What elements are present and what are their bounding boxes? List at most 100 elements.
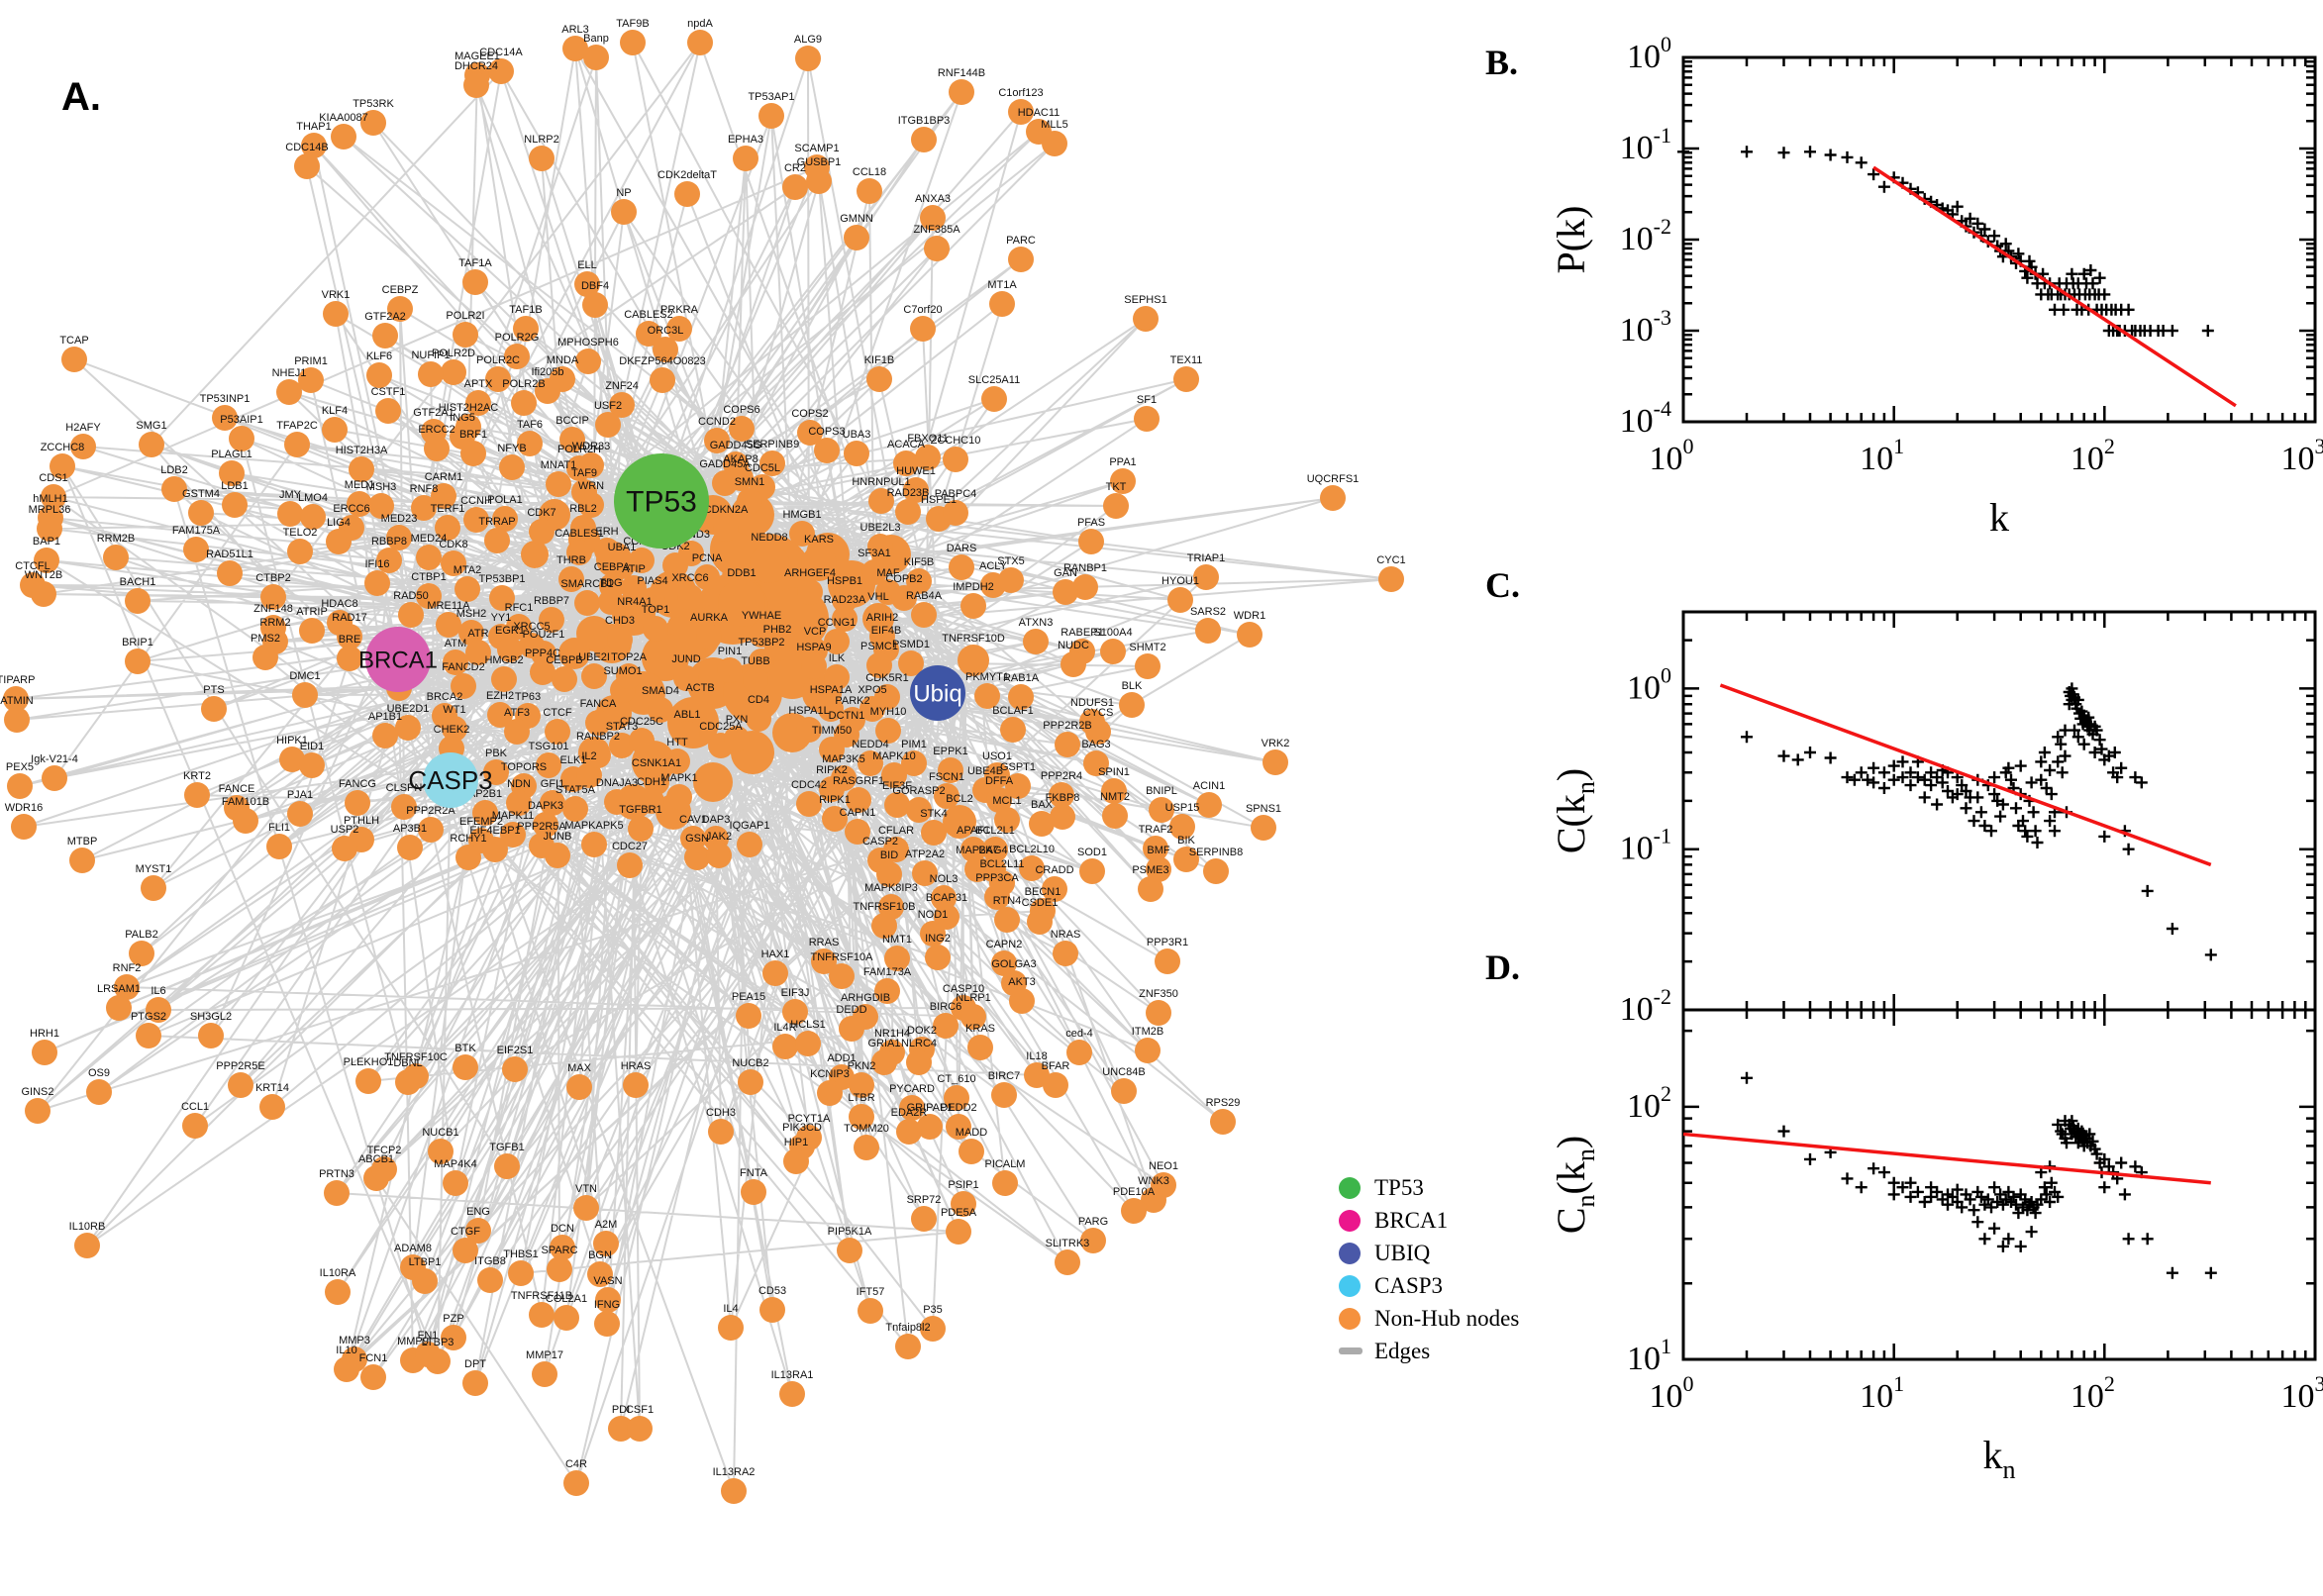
network-node (1027, 909, 1053, 935)
network-node (492, 506, 518, 532)
network-node (103, 545, 129, 570)
network-node-label: C7orf20 (903, 304, 942, 316)
network-node (617, 852, 643, 878)
y-tick-label: 10-2 (1620, 214, 1671, 257)
network-node-label: GOLGA3 (991, 958, 1036, 970)
network-node (487, 702, 513, 728)
network-node-label: UQCRFS1 (1307, 473, 1360, 485)
network-node-label: BAG4 (978, 845, 1007, 856)
network-node (201, 696, 227, 722)
network-node (391, 794, 417, 820)
network-node-label: PSMD1 (892, 639, 930, 650)
legend-node-swatch (1339, 1307, 1361, 1330)
network-node (571, 479, 597, 505)
network-node (998, 567, 1024, 593)
network-node (1008, 684, 1034, 710)
network-node-label: IL4 (723, 1303, 738, 1315)
network-node-label: PIP5K1A (828, 1226, 872, 1238)
network-node (866, 366, 892, 392)
network-node-label: PPP3R1 (1147, 937, 1188, 948)
network-node-label: TKT (1106, 481, 1127, 493)
network-node (386, 525, 412, 550)
network-node (462, 269, 488, 295)
network-node-label: DPT (464, 1358, 486, 1370)
network-node (488, 58, 514, 84)
network-node (513, 316, 539, 342)
network-node-label: TRRAP (478, 516, 515, 528)
network-node-label: BCL2L1 (975, 825, 1015, 837)
network-node (504, 719, 530, 745)
network-node-label: GADD45G (710, 440, 762, 451)
network-node (1195, 618, 1221, 644)
network-node (884, 946, 910, 971)
network-node (1155, 948, 1180, 974)
network-node-label: RAD51L1 (206, 549, 253, 560)
network-node-label: NUFIP1 (411, 349, 450, 361)
x-tick-label: 101 (1860, 1371, 1904, 1415)
network-node (623, 1072, 649, 1098)
network-node (628, 816, 654, 842)
network-node-label: ZCCHC8 (41, 442, 85, 453)
network-node (611, 199, 637, 225)
network-node-label: NR4A1 (617, 596, 652, 608)
network-node (819, 776, 845, 802)
chart-frame (1681, 55, 2317, 424)
network-node-label: RAB4A (906, 590, 943, 602)
network-node (222, 492, 248, 518)
network-node (959, 1139, 984, 1164)
network-node (901, 750, 927, 776)
y-tick-label: 10-1 (1620, 824, 1671, 867)
network-node (960, 837, 986, 862)
network-node-label: CDH1 (637, 776, 666, 788)
network-node-label: TIPARP (0, 674, 35, 686)
network-node (458, 620, 484, 646)
network-node-label: RAD17 (332, 612, 366, 624)
network-node (547, 1256, 572, 1282)
network-node-label: NEDD8 (751, 532, 787, 544)
network-node (259, 1094, 285, 1120)
network-node-label: ACACA (887, 439, 926, 450)
network-node-label: PLEKHO1 (344, 1056, 394, 1068)
network-node (946, 1114, 971, 1140)
network-node (845, 819, 870, 845)
network-node (415, 1342, 441, 1367)
network-node (300, 504, 326, 530)
network-node-label: POLR2G (495, 332, 540, 344)
network-node (566, 455, 592, 481)
network-node-label: PTS (203, 684, 224, 696)
network-node-label: KLF4 (322, 405, 348, 417)
network-node-label: KRAS (965, 1023, 995, 1035)
network-node-label: CEBPB (546, 654, 582, 666)
network-node-label: ERCC6 (333, 503, 369, 515)
network-node (298, 367, 324, 393)
network-node-label: USO1 (982, 750, 1012, 762)
network-node-label: BIK (1177, 835, 1195, 847)
network-node (837, 1238, 862, 1263)
network-node (424, 436, 450, 461)
network-node (570, 515, 596, 541)
x-axis-title: k (1989, 495, 2009, 540)
network-node-label: ATR (467, 628, 488, 640)
network-node-label: NDUFS1 (1070, 697, 1114, 709)
network-node (818, 696, 844, 722)
network-node (3, 686, 29, 712)
network-node-label: CDS1 (39, 472, 67, 484)
network-node-label: MYST1 (136, 863, 172, 875)
hub-label-casp3: CASP3 (408, 765, 492, 795)
network-node (558, 566, 584, 592)
network-node (984, 884, 1010, 910)
network-node (86, 1079, 112, 1105)
network-node-label: RRAS (809, 937, 840, 948)
network-node (1043, 1072, 1068, 1098)
network-node-label: EIF2S1 (497, 1045, 534, 1056)
network-node (364, 570, 390, 596)
network-node-label: ERCC2 (418, 424, 454, 436)
panel-a-label: A. (61, 75, 101, 119)
network-node (31, 581, 56, 607)
network-node-label: P53AIP1 (220, 414, 262, 426)
network-node (453, 322, 478, 348)
network-node-label: EPPK1 (933, 746, 967, 757)
network-node-label: WNT2B (25, 569, 63, 581)
network-node-label: DARS (947, 543, 977, 554)
network-node-label: BLK (1122, 680, 1143, 692)
